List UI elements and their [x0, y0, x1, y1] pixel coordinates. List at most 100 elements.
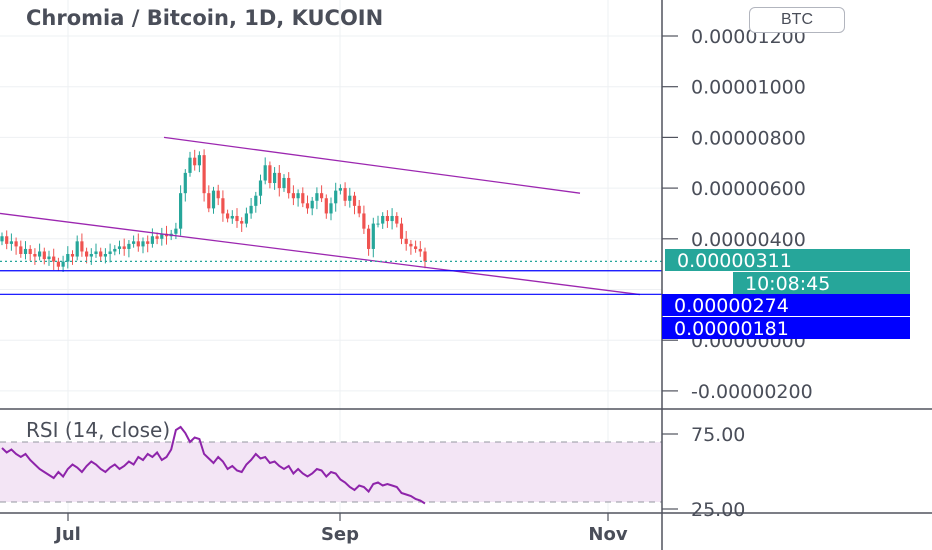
candle-body	[160, 233, 164, 239]
candle-body	[399, 223, 404, 239]
last-price-tag: 0.00000311	[665, 249, 910, 272]
candle-body	[117, 246, 122, 249]
candle-body	[291, 193, 295, 199]
horizontal-line-upper-tag: 0.00000274	[662, 294, 910, 317]
candle	[42, 247, 46, 265]
candle-body	[19, 246, 23, 255]
last-price-tag-text: 0.00000311	[677, 250, 792, 272]
candle-body	[141, 241, 145, 247]
candle-body	[226, 213, 230, 219]
candle-body	[395, 215, 399, 224]
candle	[268, 161, 272, 189]
candle	[193, 149, 197, 171]
candle-body	[202, 155, 206, 194]
candle	[404, 230, 408, 251]
candle-body	[221, 198, 225, 214]
candle	[75, 235, 79, 261]
candle	[216, 184, 220, 206]
candle-body	[61, 261, 65, 267]
candle-body	[240, 221, 244, 224]
candle	[108, 243, 112, 263]
candle	[240, 217, 244, 232]
candle-body	[301, 193, 305, 204]
trendline-1	[0, 212, 641, 296]
candle	[301, 187, 305, 208]
candle-body	[179, 193, 183, 229]
candle-body	[310, 200, 314, 209]
candle	[343, 182, 347, 207]
candle-body	[282, 177, 286, 189]
candle	[230, 210, 234, 224]
candle-body	[268, 165, 272, 184]
candle	[296, 189, 300, 207]
price-tick-label: 0.00000800	[691, 127, 806, 149]
last-price-tag-bg	[665, 249, 910, 271]
candle-body	[324, 198, 328, 214]
candle-body	[352, 195, 357, 206]
candle	[395, 212, 399, 228]
candle-body	[385, 215, 389, 222]
candle-body	[249, 205, 253, 214]
candle-body	[108, 251, 112, 255]
candle	[141, 237, 145, 254]
price-tick-label: 0.00000400	[691, 229, 806, 251]
candle	[310, 196, 314, 216]
candle	[376, 215, 380, 228]
candle	[315, 187, 319, 210]
candle	[188, 151, 192, 177]
candle-body	[183, 172, 187, 194]
candle	[211, 186, 216, 214]
candle-body	[362, 213, 366, 229]
candle-body	[14, 241, 18, 247]
candle-body	[127, 243, 131, 249]
candle-body	[42, 251, 46, 260]
candle-body	[254, 195, 258, 206]
time-tick-label: Jul	[53, 524, 81, 545]
candle	[329, 197, 333, 221]
candle	[418, 241, 422, 257]
candle	[56, 257, 60, 271]
candle	[385, 210, 389, 228]
candle	[324, 194, 328, 219]
candle	[155, 232, 159, 245]
candle-body	[273, 172, 277, 184]
candle	[80, 233, 84, 257]
candle	[197, 151, 201, 173]
candle	[52, 248, 56, 270]
candle	[409, 240, 413, 255]
candle	[0, 232, 4, 246]
candle	[381, 212, 385, 229]
candle-body	[329, 203, 333, 214]
candle-body	[5, 236, 9, 244]
candle	[390, 208, 394, 230]
candle-body	[155, 236, 159, 239]
candle	[14, 237, 18, 255]
candle-body	[277, 172, 281, 189]
candle	[362, 205, 366, 234]
candle-body	[52, 256, 56, 262]
candle-body	[235, 215, 239, 222]
rsi-indicator-label[interactable]: RSI (14, close)	[26, 418, 171, 442]
currency-button[interactable]: BTC	[749, 7, 845, 33]
candle-body	[9, 241, 13, 244]
candle-body	[320, 193, 324, 199]
chart-title: Chromia / Bitcoin, 1D, KUCOIN	[26, 6, 384, 30]
candle-body	[99, 251, 103, 257]
horizontal-line-upper-tag-text: 0.00000274	[674, 295, 789, 317]
candle-body	[188, 157, 192, 173]
candle	[132, 235, 136, 248]
candle-body	[244, 213, 248, 224]
candle	[70, 250, 75, 265]
candle-body	[338, 188, 342, 191]
candle-body	[85, 251, 89, 257]
candle-body	[258, 180, 263, 196]
horizontal-line-upper-tag-bg	[662, 294, 910, 316]
candle	[89, 248, 93, 265]
candle	[122, 238, 126, 256]
candle-body	[75, 241, 79, 257]
candle-body	[418, 248, 422, 252]
candle-body	[197, 155, 201, 166]
candle	[352, 191, 357, 215]
candle	[28, 245, 32, 261]
